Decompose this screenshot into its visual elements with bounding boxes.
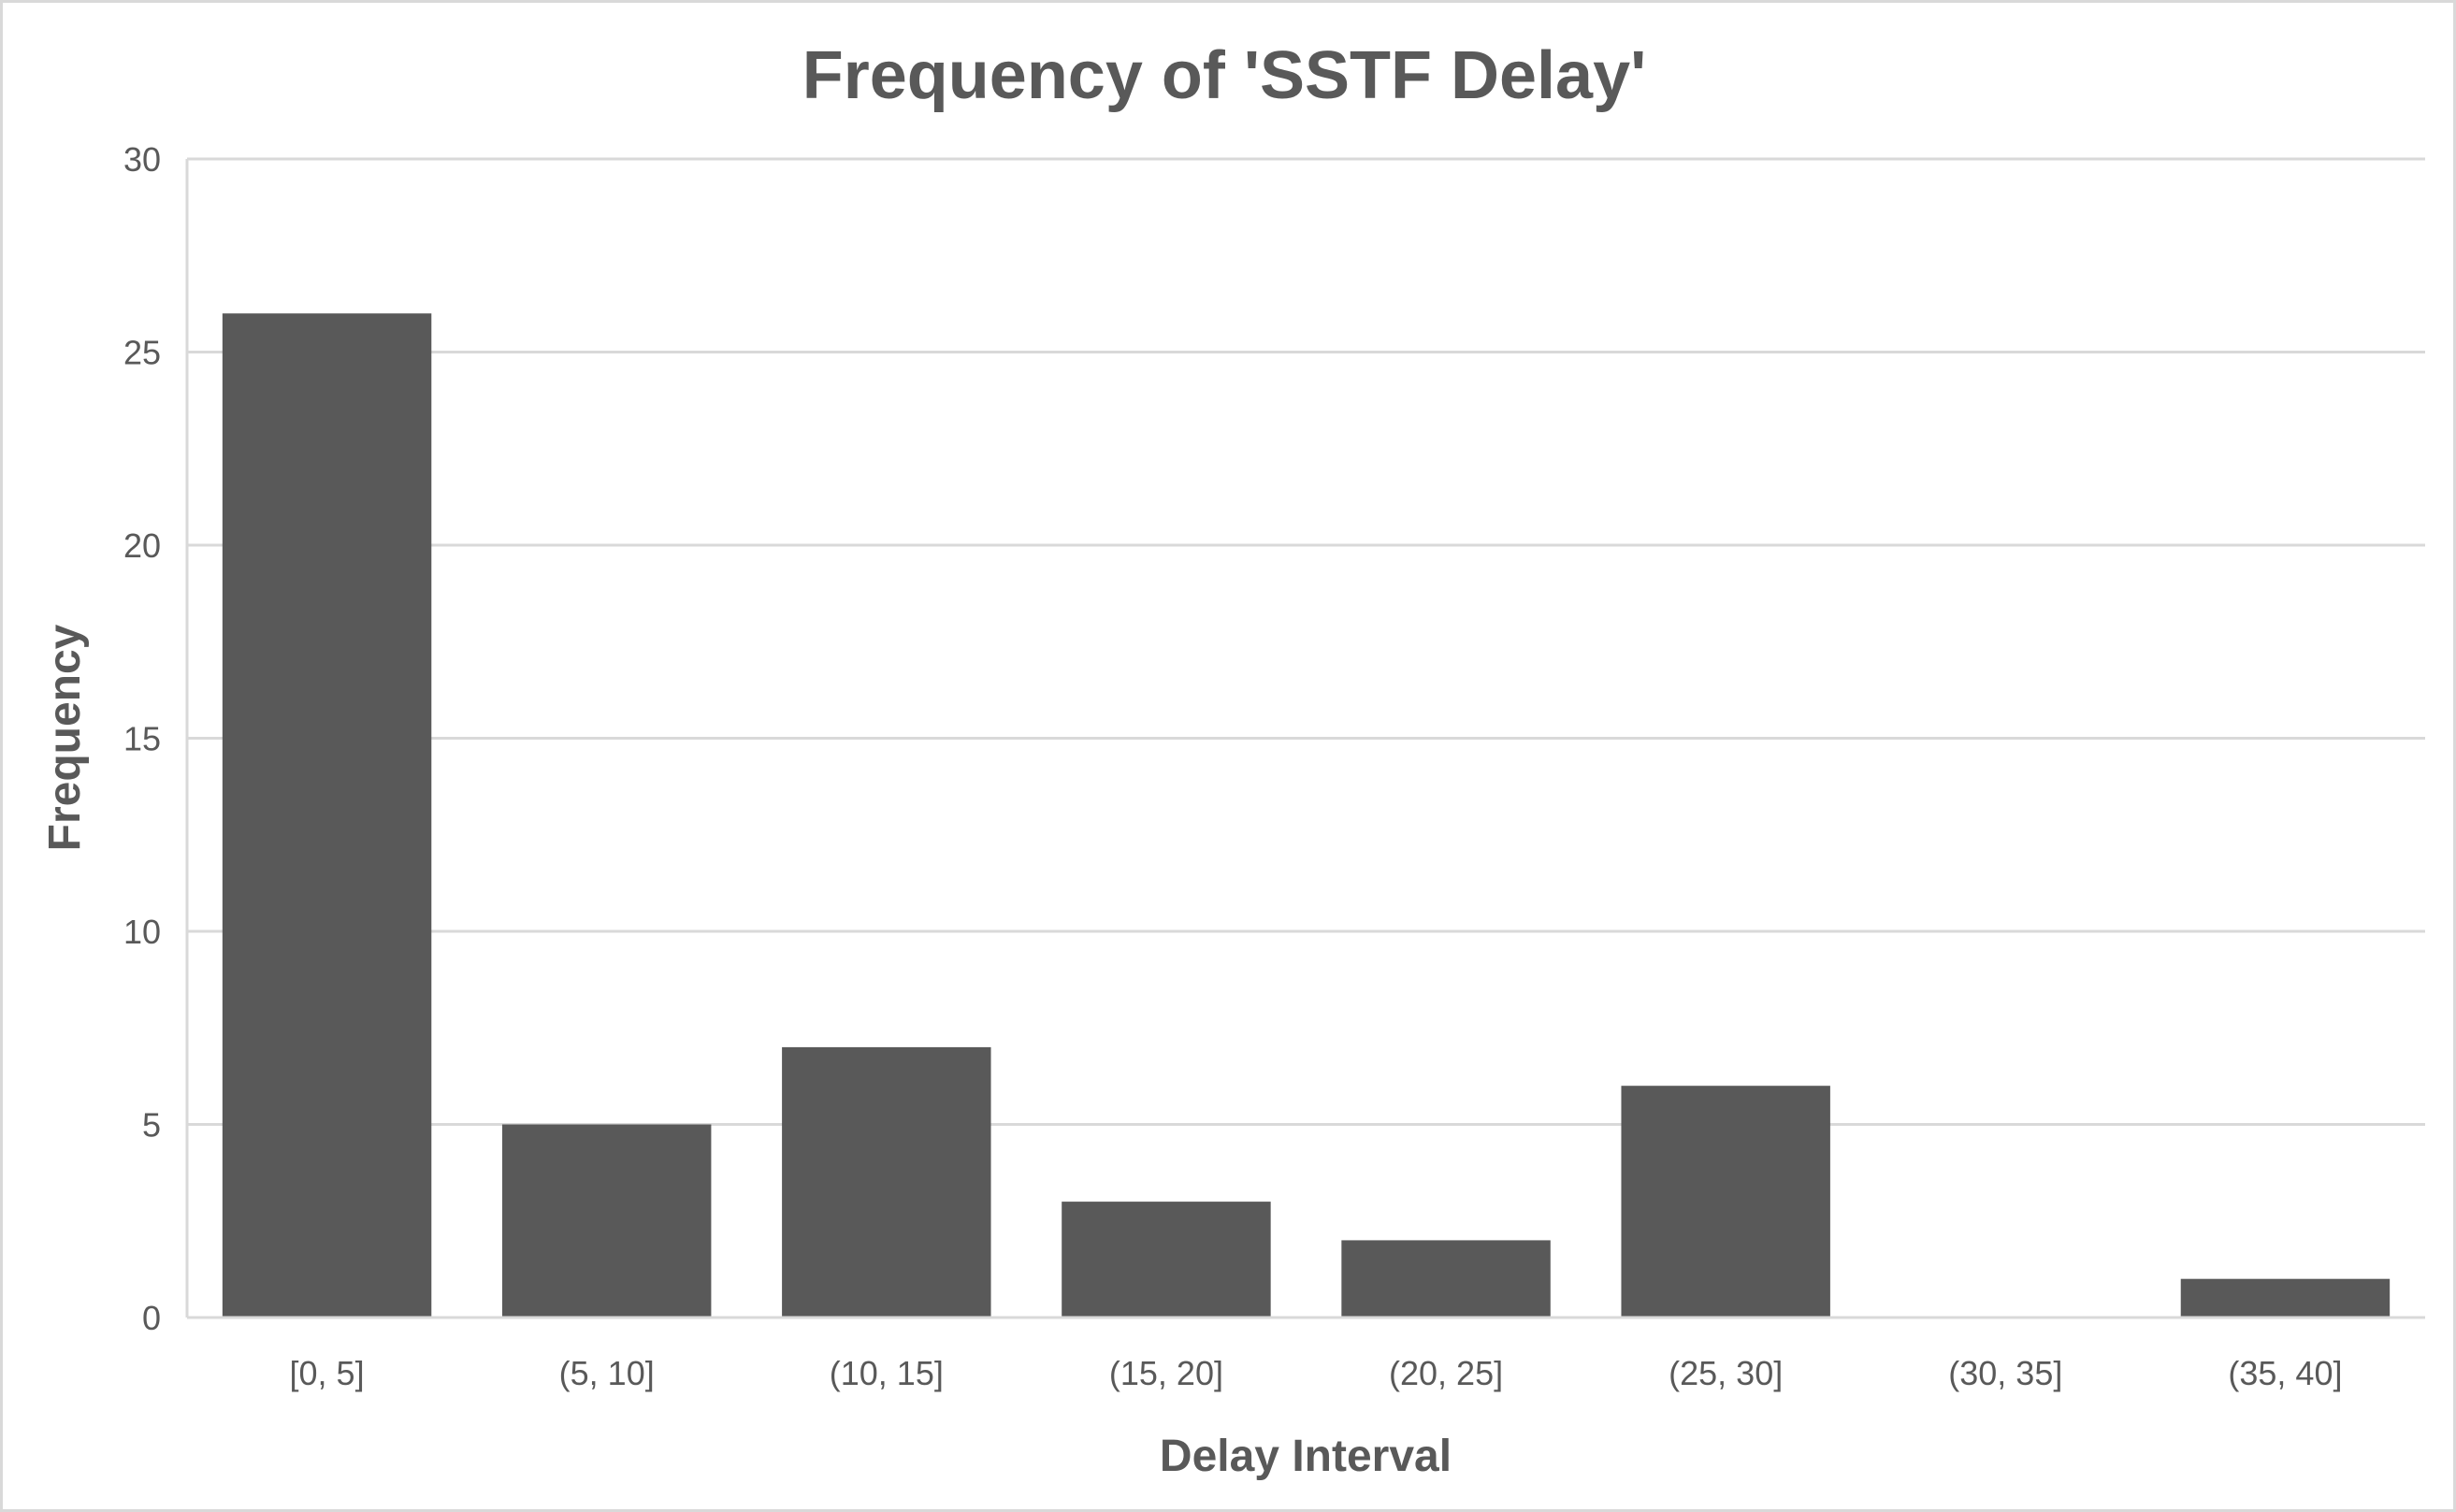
y-axis-ticks: 0 5 10 15 20 25 30 [123,140,161,1337]
bar-0 [222,313,432,1318]
axes [185,159,2425,1319]
x-tick-label: [0, 5] [290,1354,365,1392]
x-tick-label: (15, 20] [1109,1354,1223,1392]
y-axis-title: Frequency [40,624,90,851]
x-tick-label: (35, 40] [2228,1354,2342,1392]
x-tick-label: (30, 35] [1948,1354,2062,1392]
x-tick-label: (5, 10] [559,1354,655,1392]
y-tick-label: 10 [123,913,161,951]
gridlines [187,157,2425,1126]
y-tick-label: 30 [123,140,161,179]
bar-1 [501,1124,712,1318]
y-tick-label: 0 [142,1299,161,1337]
x-axis-title: Delay Interval [1160,1432,1452,1481]
chart-title: Frequency of 'SSTF Delay' [802,38,1646,113]
bars [222,313,2391,1318]
x-tick-label: (20, 25] [1389,1354,1503,1392]
y-tick-label: 15 [123,720,161,758]
bar-2 [782,1046,991,1318]
y-tick-label: 20 [123,526,161,565]
x-tick-label: (25, 30] [1669,1354,1783,1392]
y-tick-label: 5 [142,1106,161,1145]
x-axis-ticks: [0, 5] (5, 10] (10, 15] (15, 20] (20, 25] (25… [290,1354,2343,1392]
bar-5 [1621,1086,1830,1318]
bar-3 [1062,1202,1271,1318]
bar-chart: Frequency of 'SSTF Delay' 0 5 10 15 20 25 30 [… [40,38,2425,1481]
bar-4 [1341,1240,1551,1318]
x-tick-label: (10, 15] [830,1354,944,1392]
y-tick-label: 25 [123,334,161,372]
bar-7 [2180,1278,2391,1318]
